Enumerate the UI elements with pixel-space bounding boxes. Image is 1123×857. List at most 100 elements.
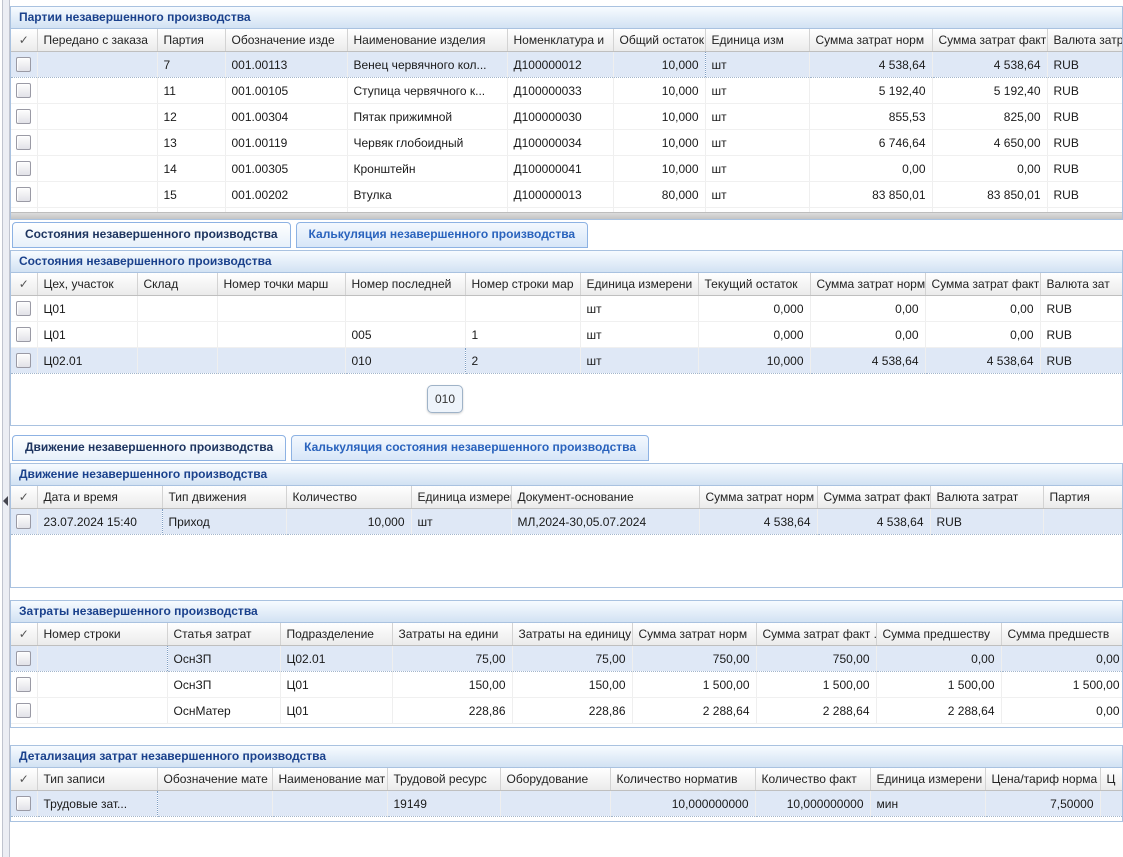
table-row[interactable]: 23.07.2024 15:40 Приход 10,000 шт МЛ,2024-30… <box>11 508 1122 535</box>
grid-cell[interactable]: 80,000 <box>613 181 706 208</box>
column-header[interactable]: Тип записи <box>37 768 158 791</box>
column-header[interactable]: Партия <box>157 29 226 52</box>
grid-cell[interactable]: 5 192,40 <box>932 77 1048 104</box>
column-header[interactable]: Общий остаток . <box>613 29 706 52</box>
table-row[interactable]: Трудовые зат... 19149 10,000000000 10,00000… <box>11 790 1122 817</box>
grid-cell[interactable] <box>1043 508 1122 535</box>
column-header[interactable]: Количество факт <box>755 768 871 791</box>
grid-cell[interactable]: ОснЗП <box>167 671 281 698</box>
grid-cell[interactable] <box>37 155 158 182</box>
grid-cell[interactable]: 10,000 <box>613 207 706 212</box>
column-header[interactable]: Наименование мат <box>272 768 388 791</box>
column-header[interactable]: Подразделение <box>280 623 393 646</box>
left-splitter[interactable] <box>2 0 10 857</box>
hscroll-strip[interactable] <box>11 212 1122 219</box>
grid-cell[interactable]: 4 538,64 <box>699 508 818 535</box>
grid-cell[interactable]: Ц02.01 <box>37 347 138 374</box>
column-header[interactable]: Единица изм <box>705 29 810 52</box>
column-header[interactable]: Количество норматив <box>610 768 756 791</box>
grid-cell[interactable]: 12 <box>157 103 226 130</box>
grid-cell[interactable]: шт <box>705 77 810 104</box>
grid-cell[interactable] <box>137 321 218 348</box>
grid-cell[interactable]: шт <box>580 321 699 348</box>
grid-cell[interactable]: 4 650,00 <box>932 129 1048 156</box>
table-row[interactable]: 15 001.00202 Втулка Д100000013 80,000 шт 83 85… <box>11 181 1122 208</box>
grid-cell[interactable]: 2 288,64 <box>632 697 757 724</box>
grid-cell[interactable]: Д100000013 <box>507 181 614 208</box>
grid-cell[interactable]: Кронштейн <box>347 155 508 182</box>
grid-cell[interactable]: 0,000 <box>698 321 811 348</box>
row-checkbox[interactable] <box>16 514 31 529</box>
grid-cell[interactable]: 0,000 <box>698 295 811 322</box>
column-header[interactable]: Единица измерени <box>870 768 986 791</box>
row-checkbox[interactable] <box>16 187 31 202</box>
row-checkbox[interactable] <box>16 353 31 368</box>
column-header[interactable]: Затраты на едини <box>392 623 513 646</box>
grid-cell[interactable]: шт <box>705 181 810 208</box>
grid-cell[interactable] <box>217 321 346 348</box>
grid-cell[interactable]: 21 <box>157 207 226 212</box>
grid-cell[interactable]: 19149 <box>387 790 501 817</box>
grid-cell[interactable]: 4 538,64 <box>925 347 1041 374</box>
grid-cell[interactable]: 0,00 <box>925 295 1041 322</box>
grid-cell[interactable]: 001.00304 <box>225 103 348 130</box>
grid-cell[interactable]: 1 500,00 <box>756 671 877 698</box>
grid-cell[interactable]: ОснМатер <box>167 697 281 724</box>
row-checkbox[interactable] <box>16 301 31 316</box>
grid-cell[interactable]: 2 948,00 <box>809 207 933 212</box>
row-checkbox[interactable] <box>16 703 31 718</box>
grid-cell[interactable]: Трудовые зат... <box>36 790 158 817</box>
column-header[interactable]: Сумма затрат факт <box>932 29 1048 52</box>
grid-cell[interactable]: 13 <box>157 129 226 156</box>
column-header[interactable]: Сумма предшеству <box>876 623 1002 646</box>
column-header[interactable]: Сумма затрат норм <box>809 29 933 52</box>
grid-cell[interactable]: 0,00 <box>809 155 933 182</box>
grid-cell[interactable]: Д100000018 <box>507 207 614 212</box>
grid-cell[interactable] <box>37 697 168 724</box>
grid-cell[interactable]: Д100000012 <box>507 51 614 78</box>
grid-cell[interactable]: 7 <box>157 51 226 78</box>
grid-cell[interactable]: 6 746,64 <box>809 129 933 156</box>
grid-cell[interactable]: шт <box>705 51 810 78</box>
table-row[interactable]: Ц02.01 010 2 шт 10,000 4 538,64 4 538,64 RUB <box>11 347 1122 374</box>
grid-cell[interactable]: 0,00 <box>876 645 1002 672</box>
grid-cell[interactable]: 825,00 <box>932 103 1048 130</box>
column-header[interactable]: Номенклатура и <box>507 29 614 52</box>
grid-cell[interactable]: 10,000 <box>613 129 706 156</box>
grid-cell[interactable]: 10,000 <box>612 51 706 78</box>
grid-cell[interactable]: 001.00401 <box>225 207 348 212</box>
grid-cell[interactable]: RUB <box>1047 103 1122 130</box>
grid-cell[interactable]: 855,53 <box>809 103 933 130</box>
column-header[interactable]: Сумма затрат норм <box>810 273 926 296</box>
table-row[interactable]: ОснМатер Ц01 228,86 228,86 2 288,64 2 288,64 2… <box>11 697 1122 724</box>
table-row[interactable]: ОснЗП Ц02.01 75,00 75,00 750,00 750,00 0,00 0,0… <box>11 645 1122 672</box>
grid-cell[interactable] <box>37 77 158 104</box>
grid-cell[interactable]: 10,000 <box>286 508 412 535</box>
grid-cell[interactable]: 0,00 <box>932 155 1048 182</box>
grid-cell[interactable]: 83 850,01 <box>809 181 933 208</box>
table-row[interactable]: 13 001.00119 Червяк глобоидный Д100000034 10… <box>11 129 1122 156</box>
row-checkbox[interactable] <box>16 57 31 72</box>
select-all-header[interactable]: ✓ <box>11 273 38 296</box>
grid-cell[interactable]: Крепление фланцевое <box>347 207 508 212</box>
column-header[interactable]: Сумма затрат норм <box>632 623 757 646</box>
column-header[interactable]: Количество <box>286 486 412 509</box>
grid-cell[interactable]: шт <box>580 347 699 374</box>
table-row[interactable]: 7 001.00113 Венец червячного кол... Д100000… <box>11 51 1122 78</box>
column-header[interactable]: Сумма затрат факт . <box>756 623 877 646</box>
grid-cell[interactable] <box>36 645 168 672</box>
column-header[interactable]: Номер точки марш <box>217 273 346 296</box>
column-header[interactable]: Статья затрат <box>167 623 281 646</box>
grid-cell[interactable] <box>137 347 218 374</box>
grid-cell[interactable]: RUB <box>1047 207 1122 212</box>
table-row[interactable]: ОснЗП Ц01 150,00 150,00 1 500,00 1 500,00 1 50… <box>11 671 1122 698</box>
grid-cell[interactable]: 2 288,64 <box>756 697 877 724</box>
grid-cell[interactable]: 0,00 <box>1001 645 1122 672</box>
grid-cell[interactable]: 005 <box>345 321 466 348</box>
grid-cell[interactable] <box>217 347 346 374</box>
column-header[interactable]: Партия <box>1043 486 1122 509</box>
grid-cell[interactable] <box>217 295 346 322</box>
grid-cell[interactable]: RUB <box>1040 295 1122 322</box>
row-checkbox[interactable] <box>16 796 31 811</box>
column-header[interactable]: Склад <box>137 273 218 296</box>
